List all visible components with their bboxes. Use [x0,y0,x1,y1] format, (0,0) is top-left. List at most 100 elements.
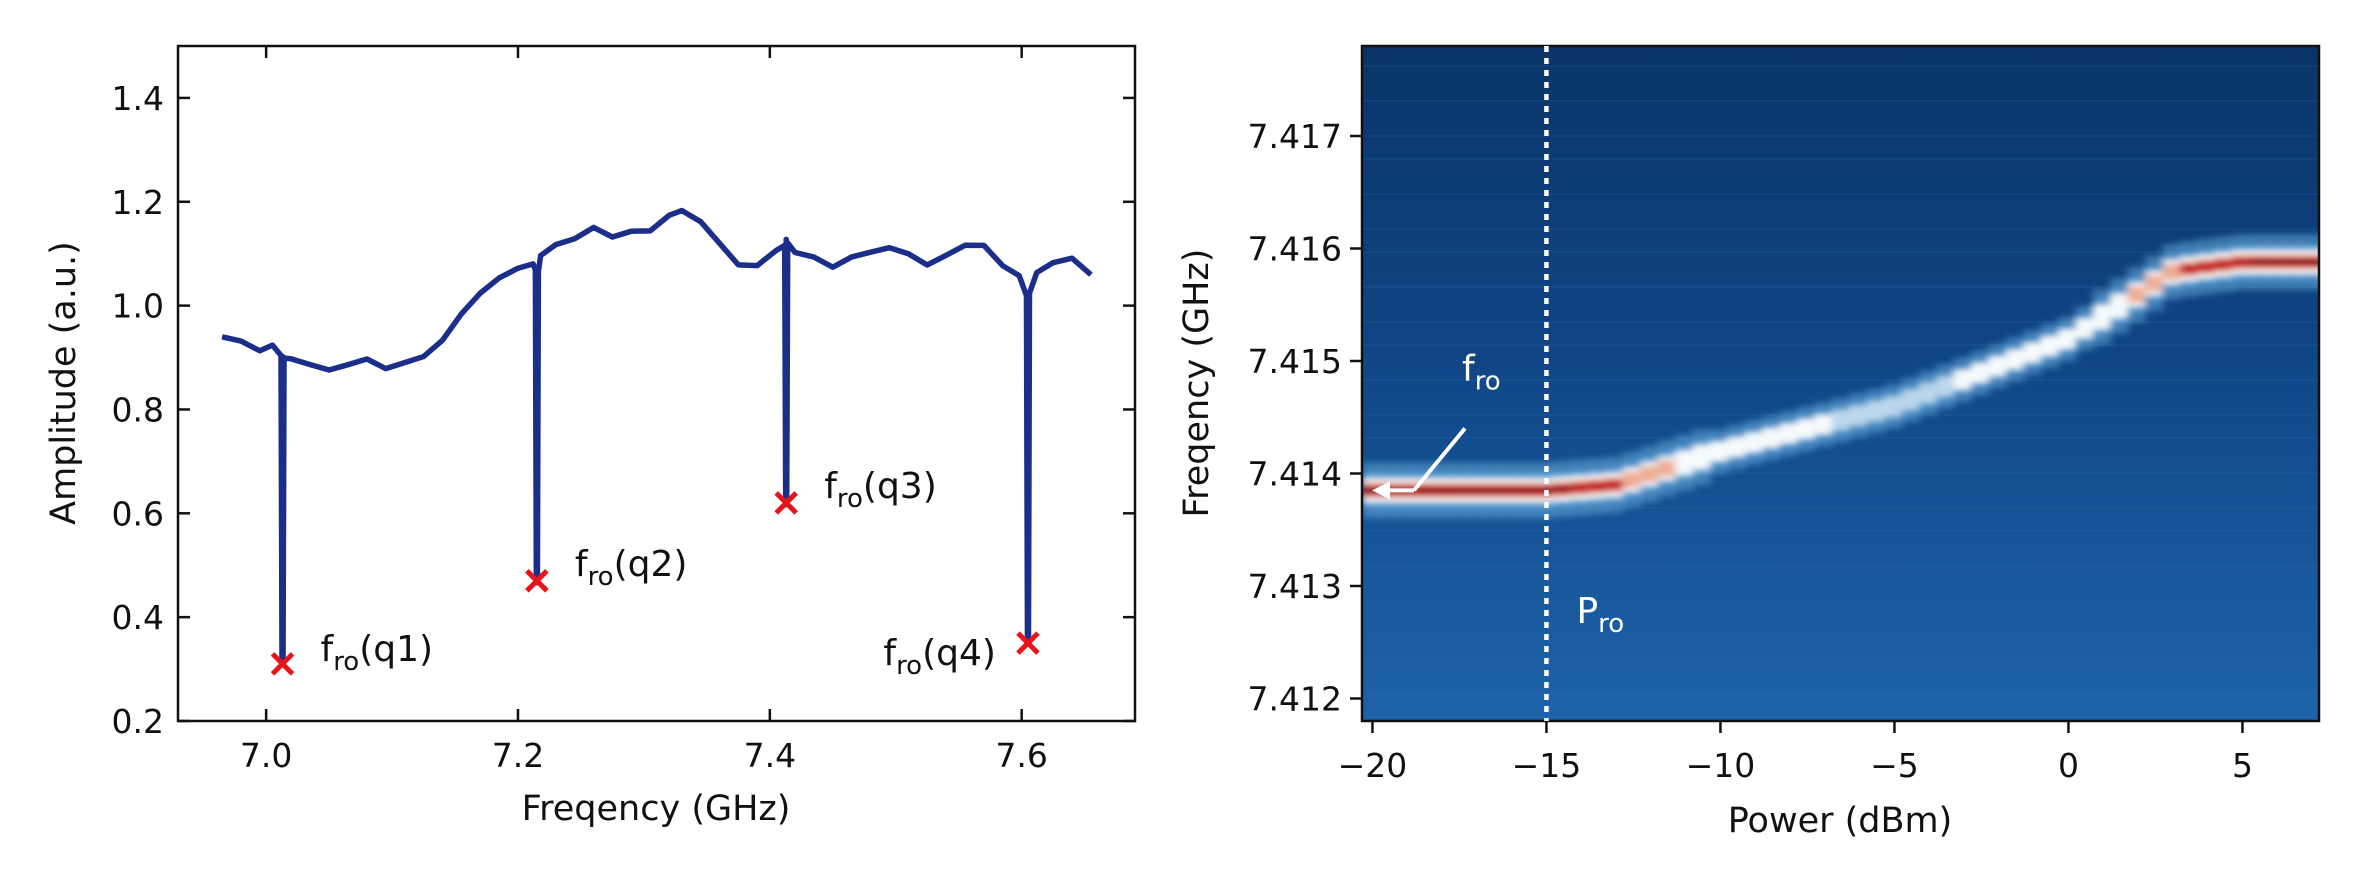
heatmap-cell [2301,259,2319,265]
dip-label-q2: fro(q2) [575,544,688,592]
amplitude-y-tick-label: 1.0 [112,287,164,326]
amplitude-axes-frame [176,44,1137,723]
heatmap-cell [1518,487,1537,494]
heatmap-cell [1588,481,1607,492]
heatmap-y-axis-label: Freqency (GHz) [1177,249,1217,518]
dip-marker-q3 [774,491,798,515]
heatmap-cell [1814,414,1833,435]
heatmap-y-tick-label: 7.417 [1248,117,1342,156]
resonance-heatmap: −20 −15 −10 −5 0 5 7.412 7.413 7.414 7.415 7.416 7.… [1177,44,2337,841]
heatmap-cell [1953,370,1972,390]
heatmap-cell [2040,336,2059,356]
heatmap-cell [1866,401,1885,421]
amplitude-x-tick-label: 7.4 [744,736,796,775]
amplitude-y-tick-label: 0.6 [112,494,164,533]
heatmap-cell [1918,383,1938,403]
heatmap-cell [1657,460,1677,477]
heatmap-cell [1901,390,1920,410]
heatmap-cell [1710,441,1729,462]
dip-label-q1-tail: (q1) [359,629,433,670]
readout-power-label-sub: ro [1598,609,1624,639]
heatmap-cell [2249,259,2268,265]
heatmap-background [1362,46,2319,721]
heatmap-cell [2075,318,2094,338]
heatmap-cell [2110,293,2129,318]
heatmap-cell [1988,356,2007,376]
amplitude-y-tick-label: 0.2 [112,702,164,741]
dip-label-q4-main: f [883,633,897,674]
dip-label-q1-sub: ro [333,647,359,677]
heatmap-cell [1675,450,1694,475]
heatmap-axes-frame [1360,44,2321,723]
readout-power-label-main: P [1576,591,1598,632]
heatmap-cell [2319,250,2337,274]
heatmap-y-tick-label: 7.413 [1248,567,1342,606]
dip-label-q2-main: f [575,544,589,585]
dip-label-q3-main: f [824,466,838,507]
heatmap-cell [2162,264,2181,281]
heatmap-x-axis-label: Power (dBm) [1728,801,1953,841]
heatmap-cell [2005,349,2025,370]
dip-marker-q1 [270,652,295,676]
heatmap-x-tick-label: 5 [2232,746,2253,785]
heatmap-cell [2319,254,2337,270]
dip-label-q4: fro(q4) [883,633,996,681]
heatmap-cell [2092,305,2112,330]
heatmap-cell [1414,487,1433,494]
heatmap-cell [2127,286,2146,303]
amplitude-plot-area [221,207,1093,667]
heatmap-cell [1640,466,1659,483]
heatmap-cell [1483,487,1503,494]
heatmap-x-tick-label: −15 [1512,746,1582,785]
heatmap-cell [1884,396,1903,417]
dip-marker-q2 [525,569,549,593]
amplitude-y-tick-label: 0.4 [112,598,164,637]
heatmap-x-tick-label: −20 [1338,746,1408,785]
amplitude-series-line [221,207,1093,667]
heatmap-cell [1797,419,1816,439]
dip-label-q1: fro(q1) [321,629,434,677]
dip-label-q2-tail: (q2) [614,544,688,585]
heatmap-cell [2266,259,2286,265]
readout-frequency-label: fro [1462,348,1501,396]
amplitude-y-tick-label: 1.2 [112,183,164,222]
amplitude-x-tick-label: 7.2 [492,736,544,775]
heatmap-cell [2319,244,2337,280]
arrow-head-icon [1372,481,1390,500]
amplitude-annotations: fro(q1)fro(q2)fro(q3)fro(q4) [270,466,1040,681]
amplitude-chart: 7.0 7.2 7.4 7.60.20.40.60.81.01.21.4 fro(q1… [44,44,1137,829]
heatmap-y-tick-label: 7.414 [1248,455,1342,494]
heatmap-cell [2023,343,2042,363]
amplitude-y-axis-label: Amplitude (a.u.) [44,241,84,525]
heatmap-y-tick-label: 7.416 [1248,230,1342,269]
heatmap-cell [1362,487,1381,494]
heatmap-cell [2319,259,2337,265]
heatmap-x-tick-label: 0 [2058,746,2079,785]
heatmap-cell [2232,257,2251,268]
heatmap-cell [1501,487,1520,494]
heatmap-cell [2058,329,2077,349]
heatmap-plot-area [1362,46,2337,721]
amplitude-x-tick-label: 7.0 [240,736,292,775]
dip-label-q4-tail: (q4) [922,633,996,674]
heatmap-y-tick-label: 7.415 [1248,342,1342,381]
heatmap-cell [2197,261,2216,272]
heatmap-cell [2145,275,2164,292]
dip-marker-q4 [1016,631,1040,655]
heatmap-cell [2319,257,2337,267]
heatmap-cell [1692,445,1711,470]
heatmap-cell [1762,428,1781,448]
dip-label-q3-tail: (q3) [863,466,937,507]
dip-label-q4-sub: ro [896,651,922,681]
heatmap-cell [1936,376,1955,397]
heatmap-ticks: −20 −15 −10 −5 0 5 7.412 7.413 7.414 7.415 7.416 7.… [1248,117,2253,785]
dip-label-q1-main: f [321,629,335,670]
resonance-band [1362,234,2337,519]
heatmap-cell [1570,482,1590,493]
heatmap-cell [1605,479,1624,490]
amplitude-y-tick-label: 1.4 [112,79,164,118]
heatmap-cell [1849,405,1868,426]
heatmap-cell [1466,487,1485,494]
heatmap-cell [1431,487,1450,494]
